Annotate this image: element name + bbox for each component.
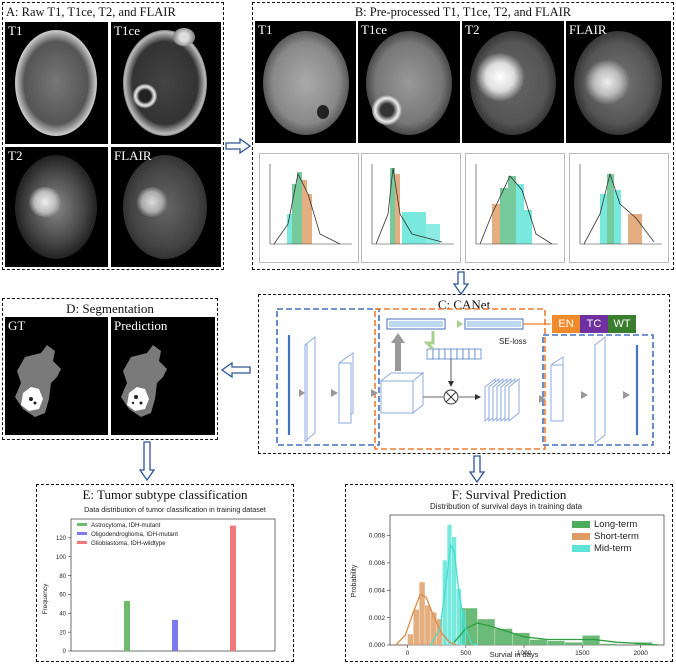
pre-t1-histogram bbox=[259, 153, 359, 263]
pre-t2-image: T2 bbox=[462, 21, 564, 143]
pre-t1-image: T1 bbox=[255, 21, 356, 143]
chart-e-legend-label: Astrocytoma, IDH-mutant bbox=[91, 522, 161, 529]
chart-f-bar-short-term bbox=[407, 633, 414, 646]
survival-histogram: Distribution of survival days in trainin… bbox=[351, 502, 665, 659]
pre-t2-label: T2 bbox=[465, 22, 480, 37]
panel-a-title: A: Raw T1, T1ce, T2, and FLAIR bbox=[6, 5, 176, 19]
chart-f-title: Distribution of survival days in trainin… bbox=[430, 502, 583, 511]
pre-t2-histogram bbox=[465, 153, 565, 263]
chart-e-legend-swatch bbox=[77, 523, 87, 526]
chart-f-legend-label: Mid-term bbox=[594, 543, 632, 554]
arrow-d-to-e-icon bbox=[139, 441, 155, 481]
chart-f-bar-long-term bbox=[599, 643, 618, 646]
pre-flair-histogram bbox=[569, 153, 669, 263]
chart-f-xtick-label: 1000 bbox=[517, 650, 532, 657]
raw-t1-label: T1 bbox=[8, 23, 23, 38]
chart-e-ytick-label: 40 bbox=[59, 611, 66, 617]
panel-a: A: Raw T1, T1ce, T2, and FLAIR T1 T1ce T… bbox=[2, 2, 224, 270]
canet-architecture: SE-loss bbox=[276, 308, 654, 450]
panel-d: D: Segmentation GT Prediction bbox=[2, 298, 218, 440]
chart-f-legend-swatch bbox=[572, 521, 590, 528]
pre-t1ce-label: T1ce bbox=[361, 22, 387, 37]
chart-e-bar-2 bbox=[172, 619, 178, 651]
chart-f-xtick-label: 0 bbox=[406, 650, 410, 657]
arrow-c-to-f-icon bbox=[469, 455, 485, 483]
tag-wt: WT bbox=[608, 315, 636, 333]
chart-e-ytick-label: 60 bbox=[59, 593, 66, 599]
tag-tc: TC bbox=[580, 315, 608, 333]
prediction-image: Prediction bbox=[111, 317, 215, 435]
chart-e-legend-label: Oligodendroglioma, IDH-mutant bbox=[91, 531, 178, 538]
chart-f-legend-label: Short-term bbox=[594, 531, 639, 542]
chart-f-bar-short-term bbox=[413, 609, 420, 646]
raw-flair-label: FLAIR bbox=[114, 148, 152, 163]
chart-e-ytick-label: 100 bbox=[56, 555, 67, 561]
panel-e: E: Tumor subtype classification Data dis… bbox=[36, 484, 294, 662]
chart-f-xtick-label: 1500 bbox=[575, 650, 590, 657]
chart-f-legend-label: Long-term bbox=[594, 519, 637, 530]
chart-f-curve-short-term bbox=[395, 593, 457, 646]
chart-e-ytick-label: 20 bbox=[59, 630, 66, 636]
raw-t1-image: T1 bbox=[5, 22, 108, 144]
chart-f-bar-short-term bbox=[424, 605, 431, 646]
chart-f-ylabel: Probability bbox=[351, 564, 358, 597]
chart-f-curve-mid-term bbox=[430, 543, 478, 646]
chart-f-xtick-label: 500 bbox=[460, 650, 471, 657]
chart-e-legend-swatch bbox=[77, 541, 87, 544]
raw-t2-image: T2 bbox=[5, 147, 108, 267]
arrow-c-to-d-icon bbox=[221, 362, 251, 378]
se-loss-label: SE-loss bbox=[499, 337, 527, 346]
chart-f-bar-long-term bbox=[564, 642, 583, 646]
chart-f-ytick-label: 0.002 bbox=[369, 615, 386, 622]
chart-e-ytick-label: 0 bbox=[63, 649, 67, 655]
panel-e-title: E: Tumor subtype classification bbox=[82, 487, 248, 502]
chart-f-bar-long-term bbox=[512, 632, 531, 646]
chart-f-curve-long-term bbox=[453, 622, 659, 646]
gt-image: GT bbox=[5, 317, 108, 435]
subtype-bar-chart: Data distribution of tumor classificatio… bbox=[42, 505, 276, 655]
chart-f-xtick-label: 2000 bbox=[633, 650, 648, 657]
chart-e-ylabel: Frequency bbox=[42, 583, 49, 614]
raw-t1ce-image: T1ce bbox=[111, 22, 221, 144]
chart-f-bar-short-term bbox=[418, 581, 426, 646]
pre-flair-label: FLAIR bbox=[569, 22, 607, 37]
arrow-b-to-c-icon bbox=[453, 271, 469, 295]
chart-e-title: Data distribution of tumor classificatio… bbox=[84, 505, 266, 514]
chart-e-bar-1 bbox=[124, 601, 130, 651]
panel-d-title: D: Segmentation bbox=[66, 301, 154, 316]
arrow-a-to-b-icon bbox=[225, 138, 251, 154]
raw-t1ce-label: T1ce bbox=[114, 23, 140, 38]
pre-t1ce-histogram bbox=[361, 153, 461, 263]
chart-f-bar-mid-term bbox=[446, 524, 452, 646]
pre-t1-label: T1 bbox=[258, 22, 273, 37]
panel-b-title: B: Pre-processed T1, T1ce, T2, and FLAIR bbox=[354, 5, 572, 19]
chart-f-legend-swatch bbox=[572, 545, 590, 552]
chart-e-legend-label: Glioblastoma, IDH-wildtype bbox=[91, 540, 166, 547]
chart-e-bar-3 bbox=[230, 525, 236, 651]
panel-c: C: CANet bbox=[258, 294, 670, 454]
chart-e-ytick-label: 120 bbox=[56, 536, 67, 542]
raw-t2-label: T2 bbox=[8, 148, 23, 163]
panel-f-title: F: Survival Prediction bbox=[451, 487, 567, 502]
raw-flair-image: FLAIR bbox=[111, 147, 221, 267]
pre-t1ce-image: T1ce bbox=[358, 21, 460, 143]
chart-f-bar-long-term bbox=[477, 618, 496, 646]
chart-f-ytick-label: 0.008 bbox=[369, 533, 386, 540]
chart-f-bar-long-term bbox=[547, 640, 566, 646]
pre-flair-image: FLAIR bbox=[566, 21, 671, 143]
chart-f-ytick-label: 0.000 bbox=[369, 642, 386, 649]
chart-f-legend-swatch bbox=[572, 533, 590, 540]
chart-f-ytick-label: 0.006 bbox=[369, 560, 386, 567]
chart-e-legend-swatch bbox=[77, 532, 87, 535]
panel-f: F: Survival Prediction Distribution of s… bbox=[345, 484, 673, 662]
prediction-label: Prediction bbox=[114, 318, 168, 333]
gt-label: GT bbox=[8, 318, 26, 333]
chart-f-bar-long-term bbox=[529, 639, 548, 646]
chart-f-xlabel: Survial in days bbox=[490, 650, 539, 659]
chart-e-ytick-label: 80 bbox=[59, 574, 66, 580]
tag-en: EN bbox=[552, 315, 580, 333]
panel-b: B: Pre-processed T1, T1ce, T2, and FLAIR… bbox=[252, 2, 674, 270]
chart-f-ytick-label: 0.004 bbox=[369, 587, 386, 594]
